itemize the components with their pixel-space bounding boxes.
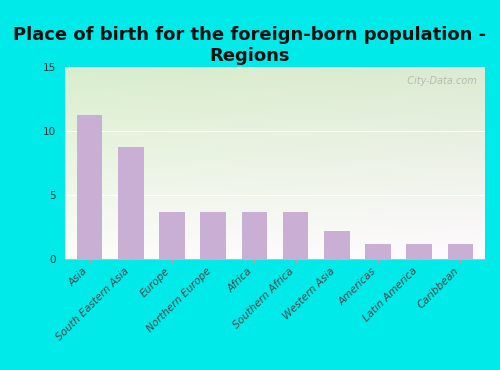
Text: Place of birth for the foreign-born population -
Regions: Place of birth for the foreign-born popu… bbox=[14, 26, 486, 65]
Bar bbox=[242, 212, 267, 259]
Bar bbox=[406, 243, 432, 259]
Bar bbox=[77, 115, 102, 259]
Bar bbox=[365, 243, 390, 259]
Bar bbox=[200, 212, 226, 259]
Bar bbox=[448, 243, 473, 259]
Bar bbox=[118, 147, 144, 259]
Text: City-Data.com: City-Data.com bbox=[400, 76, 476, 86]
Bar bbox=[324, 231, 349, 259]
Bar bbox=[160, 212, 185, 259]
Bar bbox=[283, 212, 308, 259]
